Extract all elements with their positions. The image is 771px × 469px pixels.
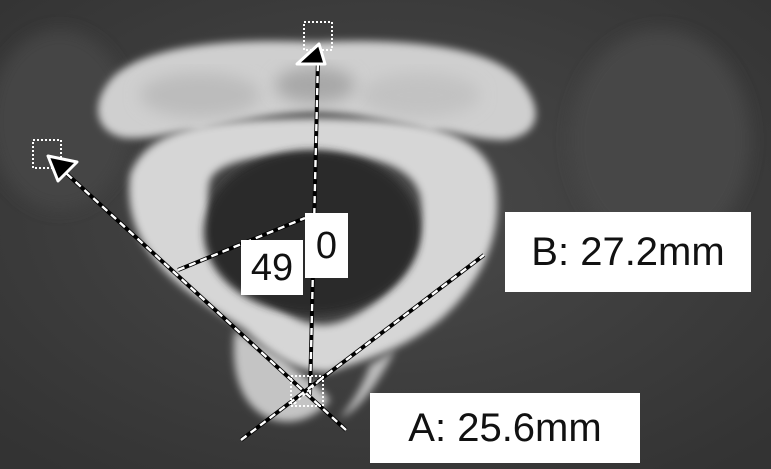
triangle-handle-icon	[46, 154, 79, 183]
measurement-a-label: A: 25.6mm	[370, 393, 640, 463]
soft-tissue-patch	[0, 30, 130, 210]
left-marker-handle[interactable]	[32, 139, 79, 183]
crosshair-handle-icon	[293, 377, 323, 405]
line-right-diagonal	[239, 253, 486, 442]
zero-marker-label: 0	[305, 213, 348, 278]
measurement-b-label: B: 27.2mm	[505, 212, 751, 292]
triangle-handle-icon	[295, 42, 327, 66]
lamina-left	[233, 330, 330, 422]
bone-texture	[140, 73, 260, 117]
angle-value-label: 49	[241, 240, 303, 295]
lamina-right	[340, 350, 395, 418]
line-left-diagonal	[53, 161, 348, 432]
bone-texture	[275, 67, 355, 103]
vertebral-ring	[129, 118, 498, 372]
vertex-marker-handle[interactable]	[290, 375, 324, 407]
top-marker-handle[interactable]	[295, 21, 333, 66]
soft-tissue-patch	[570, 30, 750, 250]
bone-texture	[360, 73, 480, 117]
